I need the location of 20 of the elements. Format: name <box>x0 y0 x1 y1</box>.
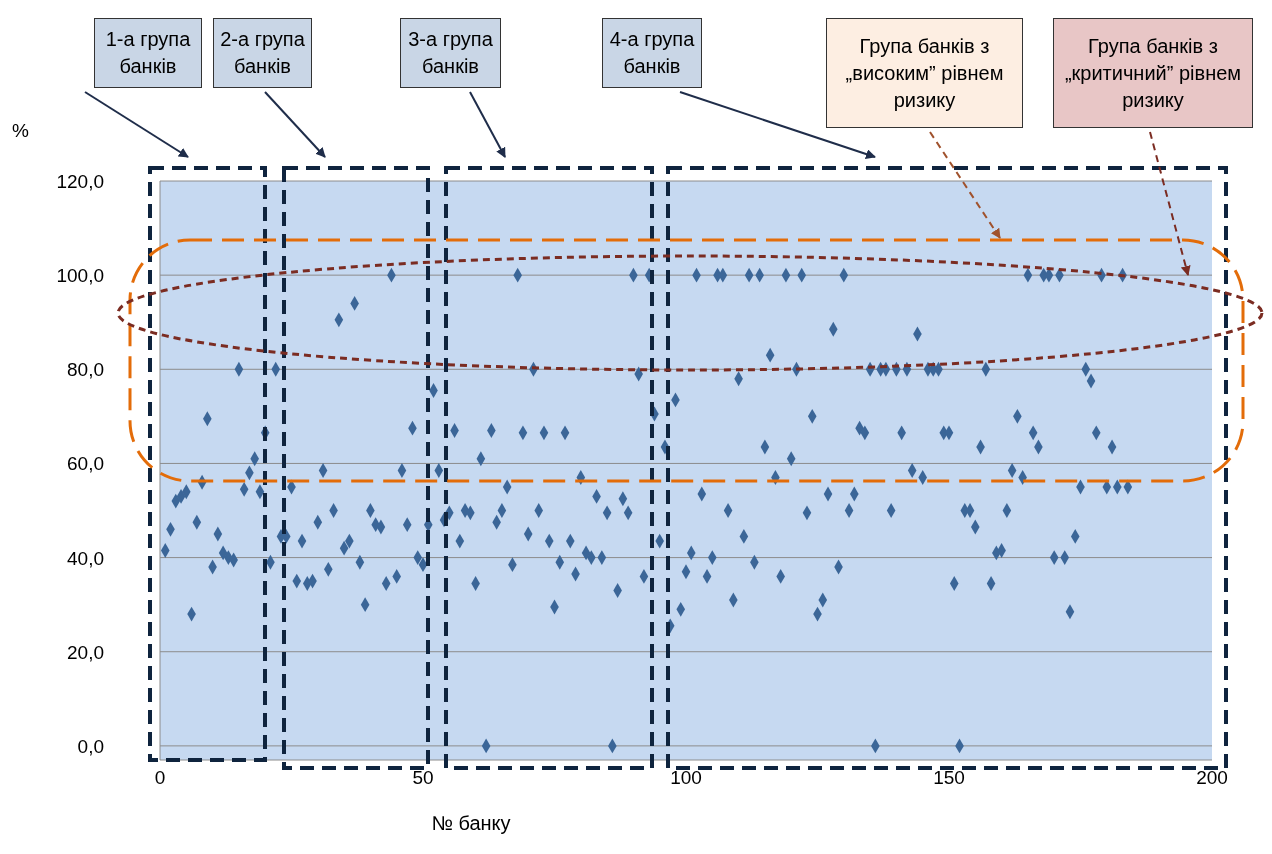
x-tick-label: 0 <box>154 767 166 788</box>
text: 4-а група банків <box>602 18 702 88</box>
x-axis-title: № банку <box>430 812 512 835</box>
text: 1-а група банків <box>94 18 202 88</box>
y-tick-label: 40,0 <box>67 547 104 569</box>
x-tick-label: 150 <box>933 767 965 788</box>
text: 2-а група банків <box>213 18 312 88</box>
text: Група банків з „високим” рівнем ризику <box>826 18 1023 128</box>
y-tick-label: 60,0 <box>67 453 104 475</box>
y-tick-label: 0,0 <box>77 735 104 757</box>
x-tick-label: 100 <box>670 767 702 788</box>
x-tick-label: 50 <box>412 767 434 788</box>
text: 3-а група банків <box>400 18 501 88</box>
y-tick-label: 100,0 <box>56 265 104 287</box>
y-tick-label: 20,0 <box>67 641 104 663</box>
y-tick-label: 120,0 <box>56 171 104 192</box>
text: Група банків з „критичний” рівнем ризику <box>1053 18 1253 128</box>
y-tick-label: 80,0 <box>67 359 104 381</box>
x-tick-label: 200 <box>1196 767 1228 788</box>
y-axis-title: % <box>12 120 29 142</box>
